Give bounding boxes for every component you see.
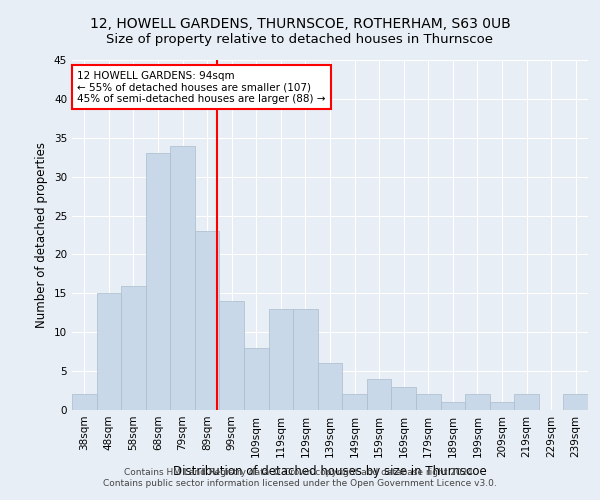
Bar [195,231,220,410]
Bar [563,394,588,410]
Bar [342,394,367,410]
Bar [170,146,195,410]
Bar [391,386,416,410]
Y-axis label: Number of detached properties: Number of detached properties [35,142,49,328]
Bar [416,394,440,410]
Bar [121,286,146,410]
Text: 12 HOWELL GARDENS: 94sqm
← 55% of detached houses are smaller (107)
45% of semi-: 12 HOWELL GARDENS: 94sqm ← 55% of detach… [77,70,326,104]
Bar [514,394,539,410]
Text: 12, HOWELL GARDENS, THURNSCOE, ROTHERHAM, S63 0UB: 12, HOWELL GARDENS, THURNSCOE, ROTHERHAM… [89,18,511,32]
Bar [72,394,97,410]
Bar [367,379,391,410]
Bar [490,402,514,410]
Bar [440,402,465,410]
Bar [293,309,318,410]
Bar [465,394,490,410]
Bar [146,154,170,410]
Bar [97,294,121,410]
Bar [220,301,244,410]
Bar [318,364,342,410]
Bar [269,309,293,410]
X-axis label: Distribution of detached houses by size in Thurnscoe: Distribution of detached houses by size … [173,466,487,478]
Text: Size of property relative to detached houses in Thurnscoe: Size of property relative to detached ho… [107,32,493,46]
Bar [244,348,269,410]
Text: Contains HM Land Registry data © Crown copyright and database right 2024.
Contai: Contains HM Land Registry data © Crown c… [103,468,497,487]
